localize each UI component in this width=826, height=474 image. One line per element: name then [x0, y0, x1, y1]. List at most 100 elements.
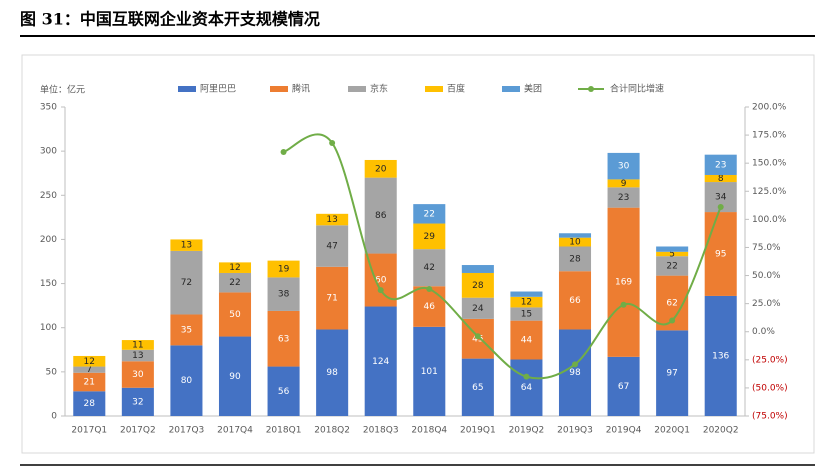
y-tick-label: 250: [40, 191, 57, 201]
bar-segment: [364, 306, 397, 416]
bar-segment: [267, 277, 300, 311]
data-label: 80: [181, 376, 193, 386]
bar-segment: [316, 213, 349, 226]
x-tick-label: 2019Q3: [557, 426, 593, 436]
data-label: 44: [521, 336, 533, 346]
bar-segment: [510, 307, 543, 321]
data-label: 95: [715, 249, 726, 259]
x-tick-label: 2019Q2: [509, 426, 545, 436]
bar-segment: [73, 391, 106, 416]
data-label: 12: [521, 298, 532, 308]
data-label: 71: [326, 294, 337, 304]
data-label: 22: [229, 278, 240, 288]
data-label: 10: [569, 238, 581, 248]
data-label: 34: [715, 193, 727, 203]
bar-segment: [461, 272, 494, 298]
y-tick-label: 150: [40, 279, 57, 289]
y2-tick-label: (75.0%): [752, 412, 788, 422]
bar-segment: [73, 372, 106, 392]
x-tick-label: 2019Q1: [460, 426, 496, 436]
x-tick-label: 2017Q3: [169, 426, 205, 436]
x-tick-label: 2017Q2: [120, 426, 156, 436]
data-label: 98: [326, 368, 338, 378]
data-label: 24: [472, 304, 484, 314]
y-tick-label: 200: [40, 235, 57, 245]
data-label: 5: [669, 249, 675, 259]
data-label: 15: [521, 310, 532, 320]
bar-segment: [170, 345, 203, 416]
data-label: 23: [618, 193, 629, 203]
data-label: 66: [569, 296, 581, 306]
legend-label: 合计同比增速: [610, 83, 664, 95]
data-label: 47: [326, 242, 337, 252]
y2-tick-label: 200.0%: [752, 103, 787, 113]
bar-segment: [607, 152, 640, 180]
bar-segment: [170, 250, 203, 315]
data-label: 9: [621, 179, 627, 189]
data-label: 63: [278, 334, 289, 344]
data-label: 60: [375, 276, 387, 286]
data-label: 32: [132, 397, 143, 407]
legend-label: 美团: [524, 83, 542, 95]
growth-point: [426, 286, 433, 293]
y-tick-label: 50: [46, 367, 58, 377]
legend-label: 腾讯: [292, 83, 310, 95]
data-label: 38: [278, 290, 290, 300]
x-tick-label: 2017Q1: [71, 426, 107, 436]
data-label: 13: [181, 241, 192, 251]
legend-label: 阿里巴巴: [200, 84, 236, 95]
bar-segment: [656, 246, 689, 252]
y-tick-label: 350: [40, 103, 57, 113]
x-tick-label: 2018Q4: [411, 426, 447, 436]
data-label: 86: [375, 211, 387, 221]
bar-segment: [607, 356, 640, 416]
bar-segment: [73, 355, 106, 367]
y2-tick-label: (25.0%): [752, 355, 788, 365]
legend-swatch: [348, 86, 366, 92]
growth-line: [283, 133, 722, 380]
bar-segment: [413, 223, 446, 250]
data-label: 56: [278, 387, 290, 397]
y2-tick-label: 125.0%: [752, 187, 787, 197]
growth-point: [377, 287, 384, 294]
data-label: 169: [615, 278, 632, 288]
bar-segment: [413, 286, 446, 327]
bar-segment: [510, 359, 543, 416]
y2-tick-label: (50.0%): [752, 383, 788, 393]
bar-segment: [170, 314, 203, 346]
data-label: 12: [229, 263, 240, 273]
bar-segment: [656, 251, 689, 257]
bar-segment: [121, 361, 154, 388]
bar-segment: [267, 310, 300, 367]
bar-segment: [461, 358, 494, 416]
data-label: 101: [421, 367, 438, 377]
data-label: 29: [424, 232, 436, 242]
bar-segment: [558, 237, 592, 247]
x-tick-label: 2018Q1: [266, 426, 302, 436]
bar-segment: [364, 159, 397, 178]
data-label: 28: [569, 254, 581, 264]
bar-segment: [267, 366, 300, 416]
bar-segment: [413, 249, 446, 287]
growth-point: [329, 139, 336, 146]
y2-tick-label: 75.0%: [752, 243, 781, 253]
y2-tick-label: 175.0%: [752, 131, 787, 141]
bar-segment: [316, 225, 349, 267]
data-label: 136: [712, 351, 729, 361]
legend-label: 京东: [370, 83, 388, 95]
bar-segment: [510, 320, 543, 360]
bar-segment: [558, 329, 592, 416]
chart-title: 图 31：中国互联网企业资本开支规模情况: [20, 10, 320, 29]
bar-segment: [461, 297, 494, 319]
y-axis-label: 单位：亿元: [40, 84, 85, 96]
data-label: 72: [181, 278, 192, 288]
bar-segment: [704, 295, 737, 416]
bar-segment: [413, 204, 446, 224]
x-tick-label: 2017Q4: [217, 426, 253, 436]
y-tick-label: 0: [51, 412, 57, 422]
data-label: 98: [569, 368, 581, 378]
data-label: 45: [472, 334, 483, 344]
bar-segment: [510, 296, 543, 308]
x-tick-label: 2019Q4: [606, 426, 642, 436]
bar-segment: [121, 340, 154, 350]
